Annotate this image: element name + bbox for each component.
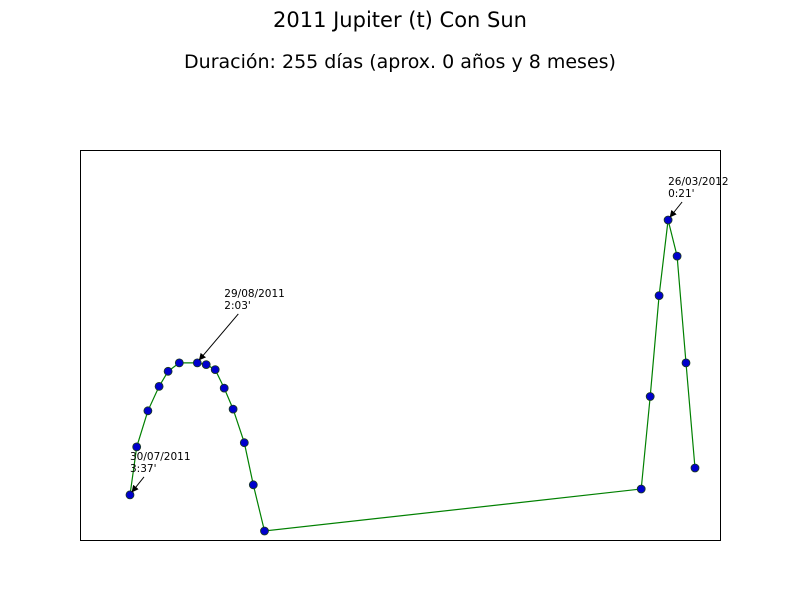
annotation-value: 3:37' (130, 463, 156, 475)
data-point (260, 526, 269, 536)
data-point (672, 251, 682, 261)
plot-area (80, 150, 721, 541)
data-point (163, 366, 173, 376)
annotation-arrow (131, 476, 145, 493)
data-point (143, 406, 153, 416)
data-point (192, 358, 202, 368)
chart-subtitle: Duración: 255 días (aprox. 0 años y 8 me… (184, 51, 616, 73)
data-point (645, 392, 655, 401)
chart-title: 2011 Jupiter (t) Con Sun (273, 8, 527, 32)
data-point (663, 215, 673, 225)
data-point (239, 438, 249, 448)
annotation-value: 2:03' (224, 300, 250, 312)
data-points (125, 215, 700, 536)
data-point (219, 383, 229, 393)
annotation-arrow (198, 313, 239, 361)
data-point (154, 381, 164, 391)
data-point (690, 463, 700, 473)
data-point (228, 404, 238, 414)
data-point (132, 442, 142, 452)
data-point (654, 291, 664, 301)
annotation-date: 26/03/2012 (668, 176, 729, 188)
annotation-date: 29/08/2011 (224, 288, 285, 300)
data-point (248, 480, 258, 490)
annotation-date: 30/07/2011 (130, 451, 191, 463)
data-point (636, 484, 646, 494)
data-point (210, 365, 220, 375)
data-point (125, 490, 135, 500)
data-point (681, 358, 691, 368)
annotation-value: 0:21' (668, 188, 694, 200)
annotation-arrow (669, 201, 683, 218)
data-point (174, 358, 184, 368)
data-point (201, 360, 211, 370)
